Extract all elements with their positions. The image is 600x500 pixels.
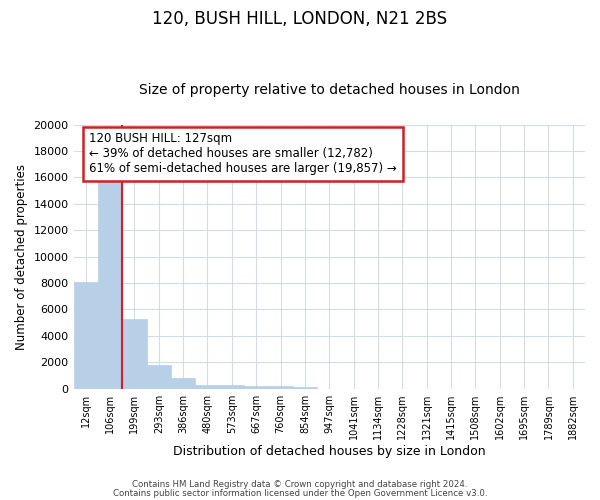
Bar bbox=[196, 384, 220, 388]
Bar bbox=[171, 378, 196, 388]
Bar bbox=[220, 386, 244, 388]
Text: 120 BUSH HILL: 127sqm
← 39% of detached houses are smaller (12,782)
61% of semi-: 120 BUSH HILL: 127sqm ← 39% of detached … bbox=[89, 132, 397, 176]
Bar bbox=[98, 171, 122, 388]
Bar bbox=[122, 318, 146, 388]
Text: 120, BUSH HILL, LONDON, N21 2BS: 120, BUSH HILL, LONDON, N21 2BS bbox=[152, 10, 448, 28]
Text: Contains public sector information licensed under the Open Government Licence v3: Contains public sector information licen… bbox=[113, 488, 487, 498]
Bar bbox=[146, 365, 171, 388]
Bar bbox=[268, 386, 293, 388]
X-axis label: Distribution of detached houses by size in London: Distribution of detached houses by size … bbox=[173, 444, 485, 458]
Title: Size of property relative to detached houses in London: Size of property relative to detached ho… bbox=[139, 83, 520, 97]
Bar bbox=[293, 386, 317, 388]
Text: Contains HM Land Registry data © Crown copyright and database right 2024.: Contains HM Land Registry data © Crown c… bbox=[132, 480, 468, 489]
Bar bbox=[244, 386, 268, 388]
Bar bbox=[74, 282, 98, 389]
Y-axis label: Number of detached properties: Number of detached properties bbox=[15, 164, 28, 350]
